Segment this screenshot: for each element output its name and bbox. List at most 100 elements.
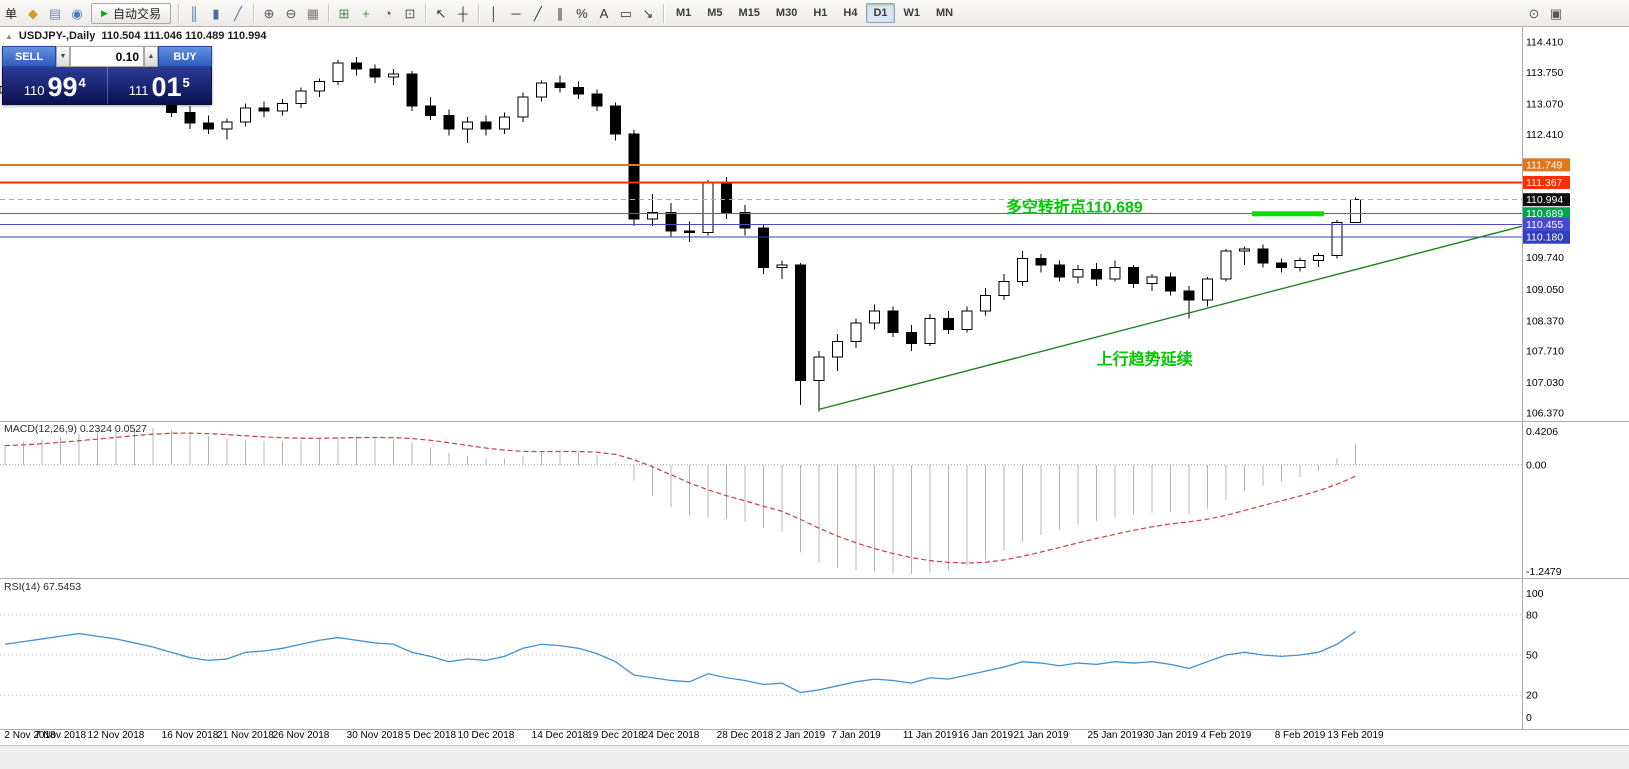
date-label: 5 Dec 2018	[405, 730, 457, 741]
timeframe-H1[interactable]: H1	[806, 3, 834, 23]
candle	[906, 331, 917, 344]
chart-profile-icon[interactable]: ⊡	[399, 3, 421, 24]
rsi-scale-max: 100	[1526, 588, 1544, 600]
date-label: 16 Nov 2018	[162, 730, 219, 741]
candle	[1146, 276, 1158, 284]
candle	[1091, 269, 1102, 280]
label-tool-icon[interactable]: ▭	[615, 3, 637, 24]
line-chart-type-icon[interactable]: ╱	[227, 3, 249, 24]
ask-quote[interactable]: 111 01 5	[108, 67, 212, 104]
candle	[869, 310, 880, 324]
crosshair-icon[interactable]: ┼	[452, 3, 474, 24]
date-label: 14 Dec 2018	[532, 730, 589, 741]
lot-increase-button[interactable]: ▲	[144, 46, 158, 67]
trendline-icon[interactable]: ╱	[527, 3, 549, 24]
candle	[1202, 278, 1213, 301]
candle	[1072, 269, 1084, 278]
ask-big: 01	[151, 72, 182, 103]
timeframe-M1[interactable]: M1	[669, 3, 698, 23]
period-clock-icon[interactable]: ◔	[377, 3, 399, 24]
timeframe-MN[interactable]: MN	[929, 3, 960, 23]
cursor-icon[interactable]: ↖	[430, 3, 452, 24]
add-indicator-icon[interactable]: +	[355, 3, 377, 24]
toolbar-separator	[327, 3, 329, 23]
candle	[462, 121, 473, 130]
candle	[1257, 248, 1269, 264]
candle	[240, 107, 251, 123]
timeframe-W1[interactable]: W1	[897, 3, 928, 23]
price-tick: 107.710	[1526, 346, 1564, 358]
sell-button[interactable]: SELL	[2, 46, 56, 67]
date-label: 8 Feb 2019	[1275, 730, 1326, 741]
date-label: 28 Dec 2018	[717, 730, 774, 741]
bid-big: 99	[47, 72, 78, 103]
bid-quote[interactable]: 110 99 4	[3, 67, 107, 104]
quote-panel: 110 99 4 111 01 5	[2, 67, 212, 105]
timeframe-D1[interactable]: D1	[866, 3, 895, 23]
search-icon[interactable]: ⊙	[1523, 3, 1545, 24]
one-click-collapse-icon[interactable]: ▲	[5, 31, 13, 41]
timeframe-H4[interactable]: H4	[836, 3, 864, 23]
rsi-scale-min: 0	[1526, 712, 1532, 724]
arrows-tool-icon[interactable]: ↘	[637, 3, 659, 24]
date-label: 4 Feb 2019	[1201, 730, 1252, 741]
timeframe-M5[interactable]: M5	[700, 3, 729, 23]
toolbar-separator	[662, 3, 664, 23]
zoom-out-icon[interactable]: ⊖	[280, 3, 302, 24]
price-badge	[1523, 230, 1570, 244]
grid-icon[interactable]: ▦	[302, 3, 324, 24]
annotation-pivot[interactable]: 多空转折点110.689	[1006, 197, 1143, 216]
candle	[739, 211, 751, 229]
tile-windows-icon[interactable]: ⊞	[333, 3, 355, 24]
date-label: 19 Dec 2018	[587, 730, 644, 741]
auto-trading-button[interactable]: ▶ 自动交易	[91, 2, 171, 24]
price-tick: 113.750	[1526, 67, 1563, 79]
candle	[924, 317, 936, 344]
price-axis[interactable]: 114.410 113.750 113.070 112.410 109.740 109.0…	[1523, 37, 1570, 420]
buy-button[interactable]: BUY	[158, 46, 212, 67]
candle	[203, 122, 214, 130]
lot-decrease-button[interactable]: ▼	[56, 46, 70, 67]
horizontal-line-icon[interactable]: ─	[505, 3, 527, 24]
menu-order-text[interactable]: 单	[5, 6, 18, 21]
bar-chart-type-icon[interactable]: ║	[183, 3, 205, 24]
toolbar-separator	[177, 3, 179, 23]
candle	[628, 133, 640, 220]
date-label: 12 Nov 2018	[88, 730, 145, 741]
price-tick: 112.410	[1526, 129, 1563, 141]
date-label: 16 Jan 2019	[958, 730, 1013, 741]
date-label: 2 Nov 2018	[4, 730, 56, 741]
candle	[1350, 199, 1361, 223]
candle	[184, 112, 196, 124]
zoom-in-icon[interactable]: ⊕	[258, 3, 280, 24]
candle	[1331, 221, 1343, 257]
timeframe-M30[interactable]: M30	[769, 3, 804, 23]
price-tick: 109.740	[1526, 252, 1564, 264]
bid-main: 110	[23, 83, 45, 98]
lot-size-input[interactable]	[70, 46, 144, 67]
candlestick-chart-type-icon[interactable]: ▮	[205, 3, 227, 24]
level-lines-group[interactable]	[0, 163, 1522, 238]
candle	[1239, 248, 1250, 252]
rsi-header: RSI(14) 67.5453	[4, 581, 81, 593]
new-order-icon[interactable]: ◆	[22, 3, 44, 24]
candle	[388, 73, 399, 78]
price-chart[interactable]: 多空转折点110.689上行趋势延续114.410113.750113.0701…	[0, 27, 1629, 769]
uptrend-line[interactable]	[818, 225, 1523, 411]
candle	[517, 96, 529, 118]
fibonacci-icon[interactable]: %	[571, 3, 593, 24]
vertical-line-icon[interactable]: │	[483, 3, 505, 24]
layouts-icon[interactable]: ▣	[1545, 3, 1567, 24]
text-tool-icon[interactable]: A	[593, 3, 615, 24]
market-watch-icon[interactable]: ▤	[44, 3, 66, 24]
candle	[758, 227, 769, 269]
timeframe-M15[interactable]: M15	[732, 3, 767, 23]
annotation-trend[interactable]: 上行趋势延续	[1097, 350, 1193, 369]
price-badge-label: 110.180	[1526, 232, 1563, 244]
ohlc-values: 110.504 111.046 110.489 110.994	[101, 30, 267, 42]
candle	[591, 93, 603, 107]
navigator-icon[interactable]: ◉	[66, 3, 88, 24]
channel-icon[interactable]: ∥	[549, 3, 571, 24]
